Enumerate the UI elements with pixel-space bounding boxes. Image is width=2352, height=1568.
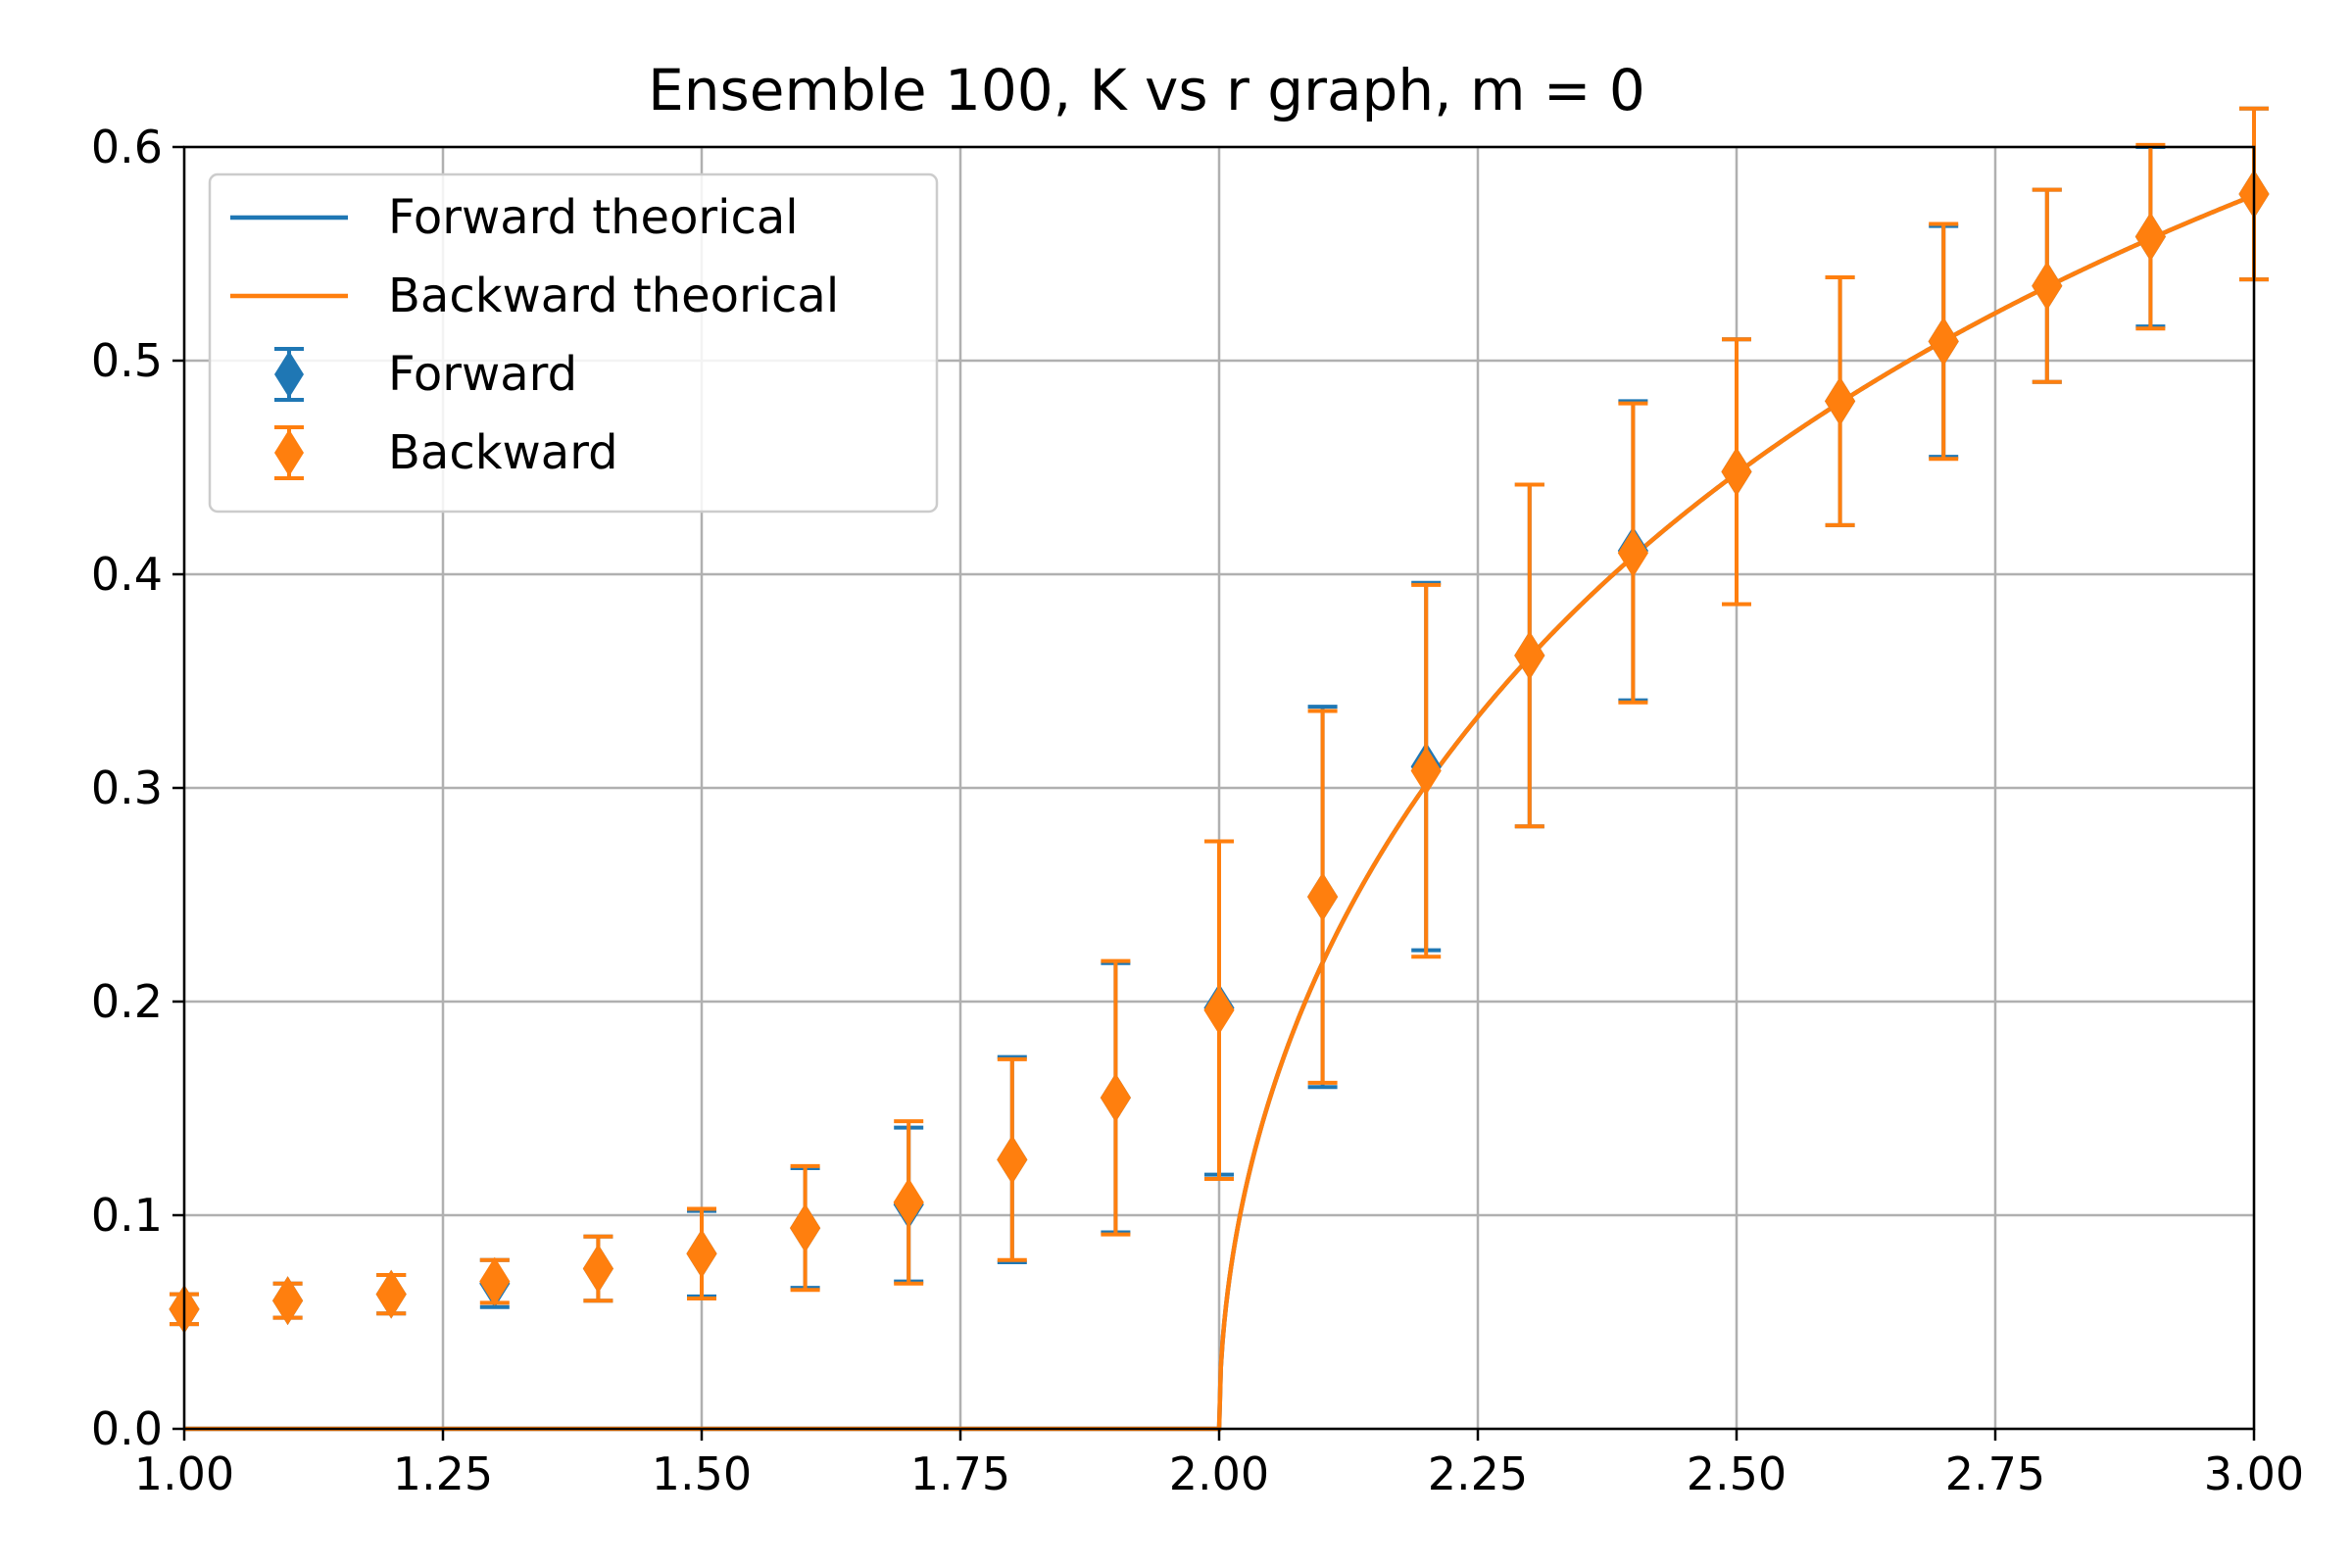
backward-point: [1721, 447, 1752, 497]
backward-point: [1307, 872, 1339, 922]
x-tick-label: 2.75: [1945, 1447, 2045, 1500]
legend-label-forward-theorical: Forward theorical: [388, 190, 799, 245]
y-tick-label: 0.0: [91, 1402, 163, 1455]
y-tick-label: 0.3: [91, 761, 163, 814]
backward-point: [272, 1276, 304, 1326]
legend-label-backward-theorical: Backward theorical: [388, 269, 839, 323]
chart-title: Ensemble 100, K vs r graph, m = 0: [648, 57, 1645, 123]
y-tick-label: 0.1: [91, 1189, 163, 1242]
x-tick-label: 2.25: [1428, 1447, 1528, 1500]
y-tick-label: 0.6: [91, 121, 163, 173]
backward-point: [479, 1256, 511, 1306]
x-tick-label: 2.50: [1687, 1447, 1787, 1500]
backward-point: [790, 1203, 821, 1253]
legend: Forward theorical Backward theorical Forwa…: [208, 172, 939, 514]
backward-point: [893, 1177, 924, 1227]
backward-point: [2032, 261, 2063, 311]
backward-point: [997, 1135, 1028, 1185]
backward-point: [1514, 630, 1545, 680]
legend-marker-backward: [274, 429, 304, 476]
y-tick-label: 0.4: [91, 548, 163, 601]
x-tick-label: 2.00: [1169, 1447, 1269, 1500]
backward-point: [1100, 1073, 1131, 1123]
backward-point: [1825, 376, 1856, 426]
backward-point: [582, 1244, 613, 1294]
backward-point: [1617, 528, 1648, 578]
legend-label-forward: Forward: [388, 347, 577, 402]
legend-box: [208, 172, 939, 514]
legend-marker-forward: [274, 351, 304, 398]
axis-ticks: 1.00 1.25 1.50 1.75 2.00 2.25 2.50 2.75 3.00 0.0 0…: [91, 121, 2304, 1500]
y-tick-label: 0.2: [91, 975, 163, 1028]
backward-point: [375, 1269, 407, 1319]
x-tick-label: 3.00: [2204, 1447, 2304, 1500]
backward-point: [1410, 746, 1442, 796]
x-tick-label: 1.00: [134, 1447, 234, 1500]
y-tick-label: 0.5: [91, 334, 163, 387]
data-points: [169, 106, 2270, 1334]
x-tick-label: 1.25: [393, 1447, 493, 1500]
x-tick-label: 1.50: [652, 1447, 752, 1500]
backward-point: [1928, 317, 1959, 367]
backward-point: [686, 1229, 717, 1279]
legend-label-backward: Backward: [388, 425, 618, 480]
series-backward: [169, 106, 2270, 1334]
backward-point: [1203, 985, 1235, 1035]
x-tick-label: 1.75: [910, 1447, 1010, 1500]
backward-point: [2134, 212, 2166, 262]
